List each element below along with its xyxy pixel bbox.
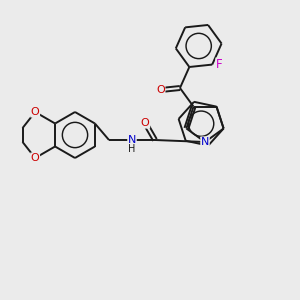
Text: O: O [156, 85, 165, 95]
Text: O: O [141, 118, 150, 128]
Text: F: F [216, 58, 223, 71]
Text: H: H [128, 144, 136, 154]
Text: N: N [201, 137, 209, 147]
Text: O: O [31, 153, 40, 163]
Text: O: O [31, 107, 40, 117]
Text: N: N [128, 135, 136, 145]
